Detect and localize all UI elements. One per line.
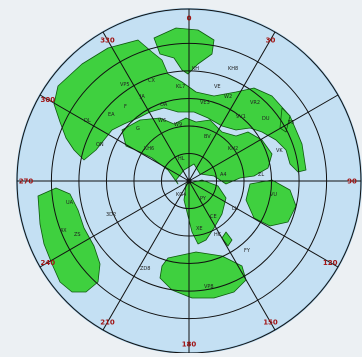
azimuth-label-150: 150 (263, 319, 278, 327)
spot-label: KH8 (228, 66, 238, 72)
azimuth-label-300: 300 (41, 96, 56, 104)
azimuth-label-90: 90 (347, 178, 357, 186)
spot-label: VU (270, 192, 277, 198)
azimuth-label-240: 240 (41, 259, 56, 267)
azimuth-labels: 0 30 90 120 150 180 210 240 270 300 330 (19, 15, 357, 349)
spot-label: W6 (158, 118, 166, 124)
spot-label: KH2 (228, 146, 238, 152)
spot-label: BV (204, 134, 211, 140)
spot-label: UA (66, 200, 74, 206)
landmasses (37, 27, 307, 299)
spot-label: VK (276, 148, 283, 154)
map-layer: KH VE KL7 VE3 W2 W6 W9 KH6 DU VK ZL LU CE PY ZS VP8 9V1 V… (16, 8, 362, 354)
spot-label: XE (196, 226, 203, 232)
azimuth-label-210: 210 (100, 319, 115, 327)
spot-label: FY (244, 248, 251, 254)
spot-label: VE (214, 84, 221, 90)
spot-label: ON (96, 142, 104, 148)
spot-label: JA (139, 94, 145, 100)
spot-label: PY (200, 196, 207, 202)
azimuth-label-270: 270 (19, 178, 34, 186)
spot-label: W2 (224, 94, 232, 100)
grid-lines (16, 8, 362, 354)
spot-label: G (136, 126, 140, 132)
spot-label: A4 (220, 172, 227, 178)
spot-label: HC (214, 232, 222, 238)
spot-label: EA (108, 112, 115, 118)
spot-label: 4X (60, 228, 67, 234)
spot-label: ZL (258, 172, 264, 178)
spot-label: DU (262, 116, 270, 122)
bearing-line-30 (188, 31, 276, 182)
spot-label: F (124, 104, 127, 110)
azimuth-label-180: 180 (182, 341, 197, 349)
spot-label: KG4 (176, 192, 186, 198)
spot-label: LU (232, 206, 239, 212)
azimuth-label-120: 120 (323, 259, 338, 267)
spot-label: VE3 (200, 100, 210, 106)
spot-label: CX (148, 78, 155, 84)
africa-landmass (37, 187, 101, 293)
bearing-line-210 (102, 180, 190, 331)
azimuth-label-0: 0 (187, 15, 192, 23)
bearing-line-60 (188, 94, 339, 182)
azimuth-label-330: 330 (100, 36, 115, 44)
spot-label: VR2 (250, 100, 260, 106)
spot-label: 3D2 (106, 212, 116, 218)
bearing-line-120 (188, 180, 339, 268)
spot-label: VP5 (120, 82, 130, 88)
spot-label: KH (192, 66, 199, 72)
spot-label: ZS (74, 232, 81, 238)
spot-label: CE (210, 214, 217, 220)
new-zealand-landmass (221, 231, 233, 247)
spot-label: OA (160, 102, 168, 108)
spot-label: 9V1 (236, 114, 246, 120)
australia-landmass (245, 179, 297, 227)
bearing-line-330 (102, 31, 190, 182)
greenland-landmass (153, 27, 215, 75)
spot-label: KH6 (144, 146, 154, 152)
spot-label: HL (178, 156, 185, 162)
bearing-line-240 (39, 180, 190, 268)
bearing-line-300 (39, 94, 190, 182)
azimuth-label-30: 30 (266, 36, 276, 44)
spot-label: DL (84, 118, 91, 124)
spot-label: W9 (174, 122, 182, 128)
japan-landmass (279, 107, 291, 133)
spot-labels: KH VE KL7 VE3 W2 W6 W9 KH6 DU VK ZL LU CE PY ZS VP8 9V1 V… (60, 66, 294, 290)
bearing-line-150 (188, 180, 276, 331)
center-point (186, 178, 192, 184)
eurasia-landmass (53, 39, 307, 173)
spot-label: KL7 (176, 84, 185, 90)
spot-label: VP8 (204, 284, 214, 290)
spot-label: T3 (287, 120, 294, 126)
spot-label: ZD8 (140, 266, 150, 272)
